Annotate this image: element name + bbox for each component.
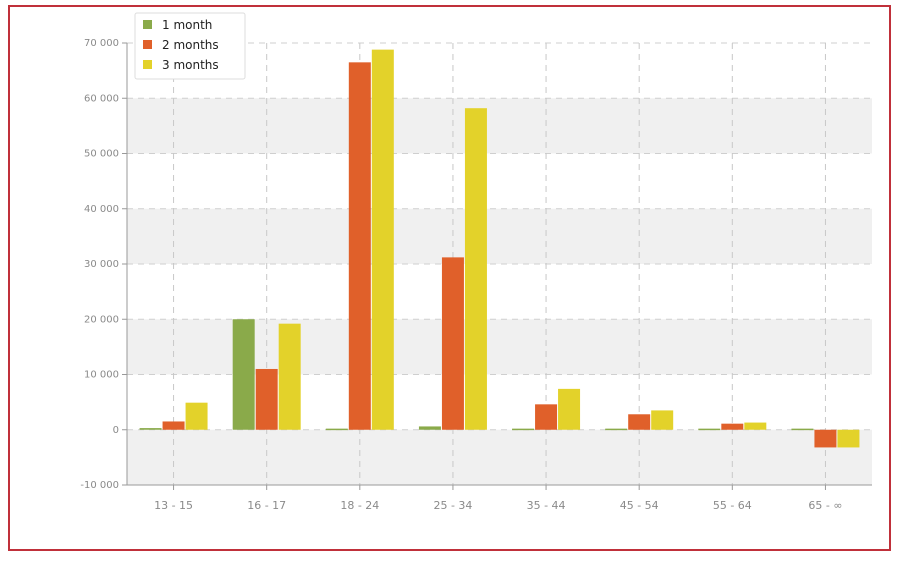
bar — [441, 257, 464, 430]
bar — [698, 428, 721, 431]
bar — [371, 49, 394, 430]
bar — [418, 426, 441, 430]
bar — [325, 428, 348, 431]
legend-label: 1 month — [162, 18, 212, 32]
legend-swatch — [143, 20, 152, 29]
axes — [126, 43, 872, 486]
chart-frame: 70 000 60 000 50 000 40 000 30 000 20 000 10 0… — [8, 5, 891, 551]
y-tick-label: 70 000 — [84, 38, 119, 49]
bar — [255, 368, 278, 430]
bar — [558, 388, 581, 430]
grid-bands — [127, 98, 872, 485]
y-tick-label: -10 000 — [80, 480, 119, 491]
bar — [512, 428, 535, 431]
y-tick-label: 0 — [113, 425, 119, 436]
legend-label: 3 months — [162, 58, 219, 72]
bar — [744, 422, 767, 430]
legend-swatch — [143, 40, 152, 49]
legend-box — [134, 12, 246, 80]
bar — [605, 428, 628, 431]
bar — [139, 428, 162, 430]
bar — [162, 421, 185, 430]
y-tick-label: 60 000 — [84, 93, 119, 104]
bar — [837, 429, 860, 448]
bar — [278, 323, 301, 430]
bar-chart: 70 000 60 000 50 000 40 000 30 000 20 000 10 0… — [80, 12, 872, 512]
grid-band — [127, 429, 872, 485]
y-tick-label: 50 000 — [84, 149, 119, 160]
grid-band — [127, 98, 872, 154]
bar — [464, 108, 487, 430]
bar — [348, 62, 371, 430]
grid-band — [127, 208, 872, 264]
bar — [628, 414, 651, 430]
y-tick-label: 40 000 — [84, 204, 119, 215]
y-tick-labels: 70 000 60 000 50 000 40 000 30 000 20 000 10 0… — [80, 38, 119, 491]
x-tick-labels: 13 - 15 16 - 17 18 - 24 25 - 34 35 - 44 45 - … — [154, 499, 842, 512]
x-tick-label: 18 - 24 — [340, 499, 379, 512]
legend-label: 2 months — [162, 38, 219, 52]
bar — [791, 428, 814, 431]
legend-swatch — [143, 60, 152, 69]
y-tick-label: 10 000 — [84, 370, 119, 381]
legend: 1 month 2 months 3 months — [134, 12, 246, 80]
y-tick-label: 30 000 — [84, 259, 119, 270]
x-tick-label: 45 - 54 — [620, 499, 659, 512]
bar — [814, 429, 837, 448]
bars — [139, 49, 860, 448]
y-tick-label: 20 000 — [84, 314, 119, 325]
bar — [185, 402, 208, 430]
x-tick-label: 25 - 34 — [433, 499, 472, 512]
x-tick-label: 13 - 15 — [154, 499, 193, 512]
x-tick-label: 16 - 17 — [247, 499, 286, 512]
x-tick-label: 35 - 44 — [527, 499, 566, 512]
bar — [535, 404, 558, 430]
x-tick-label: 65 - ∞ — [808, 499, 842, 512]
bar — [651, 410, 674, 430]
bar — [721, 423, 744, 430]
x-tick-label: 55 - 64 — [713, 499, 752, 512]
bar — [232, 319, 255, 430]
